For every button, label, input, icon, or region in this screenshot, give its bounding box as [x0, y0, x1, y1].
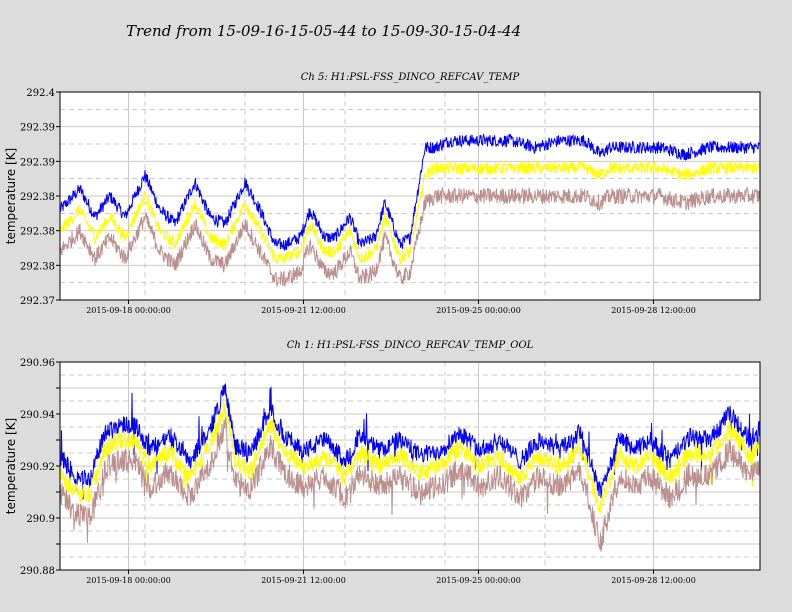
y-tick-label: 292.38 [20, 261, 55, 272]
y-tick-label: 290.92 [20, 462, 55, 473]
y-axis-label: temperature [K] [4, 418, 18, 514]
x-tick-label: 2015-09-18 00:00:00 [86, 306, 171, 315]
x-tick-label: 2015-09-28 12:00:00 [611, 576, 696, 585]
y-tick-label: 292.4 [26, 88, 55, 99]
series-line-blue [59, 132, 761, 252]
chart-2: Ch 1: H1:PSL-FSS_DINCO_REFCAV_TEMP_OOL 29… [4, 340, 761, 585]
y-tick-label: 292.38 [20, 192, 55, 203]
x-tick-label: 2015-09-21 12:00:00 [261, 306, 346, 315]
y-tick-label: 290.9 [26, 514, 55, 525]
chart-title: Ch 5: H1:PSL-FSS_DINCO_REFCAV_TEMP [301, 72, 520, 83]
chart-title: Ch 1: H1:PSL-FSS_DINCO_REFCAV_TEMP_OOL [287, 340, 534, 351]
y-tick-label: 290.88 [20, 566, 55, 577]
x-tick-label: 2015-09-25 00:00:00 [436, 306, 521, 315]
y-tick-label: 292.38 [20, 227, 55, 238]
y-tick-label: 292.39 [20, 123, 55, 134]
x-tick-label: 2015-09-25 00:00:00 [436, 576, 521, 585]
series-line-rosybrown [59, 417, 761, 552]
series-line-yellow [59, 397, 761, 513]
x-tick-label: 2015-09-18 00:00:00 [86, 576, 171, 585]
series-line-blue [59, 383, 761, 500]
x-tick-label: 2015-09-28 12:00:00 [611, 306, 696, 315]
x-tick-label: 2015-09-21 12:00:00 [261, 576, 346, 585]
y-tick-label: 290.96 [20, 358, 55, 369]
chart-1: Ch 5: H1:PSL-FSS_DINCO_REFCAV_TEMP 292.37… [4, 72, 761, 315]
y-tick-label: 290.94 [20, 410, 55, 421]
page-title: Trend from 15-09-16-15-05-44 to 15-09-30… [126, 22, 522, 40]
series-line-rosybrown [59, 186, 761, 287]
series-line-yellow [59, 160, 761, 267]
y-axis-label: temperature [K] [4, 148, 18, 244]
y-tick-label: 292.37 [20, 296, 55, 307]
y-tick-label: 292.39 [20, 157, 55, 168]
